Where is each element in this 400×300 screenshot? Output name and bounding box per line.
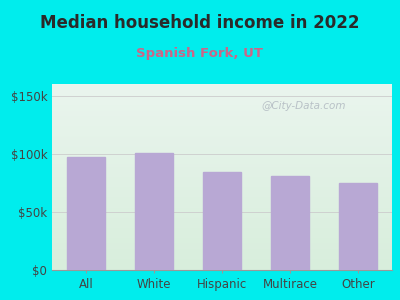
Bar xyxy=(135,153,173,270)
Bar xyxy=(339,183,377,270)
Bar xyxy=(203,172,241,270)
Text: Spanish Fork, UT: Spanish Fork, UT xyxy=(136,46,264,59)
Bar xyxy=(67,157,105,270)
Bar xyxy=(271,176,309,270)
Text: Median household income in 2022: Median household income in 2022 xyxy=(40,14,360,32)
Text: @City-Data.com: @City-Data.com xyxy=(261,101,346,111)
